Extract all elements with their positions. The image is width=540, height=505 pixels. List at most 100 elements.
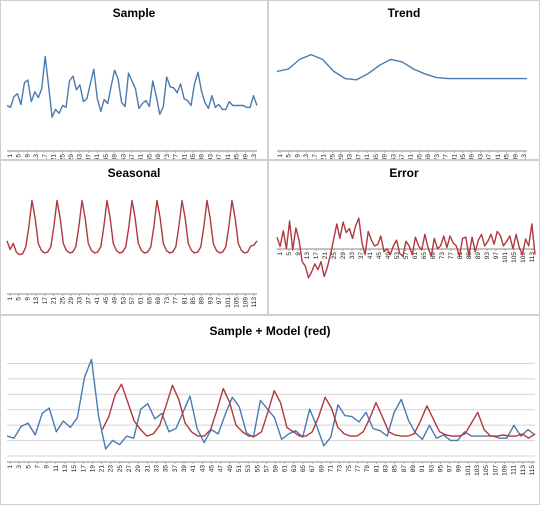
trend-chart: Trend 1 5 9 13 17 21 25 29 33 37 41 45 49 53 57 61 65 69 73… [276, 6, 528, 159]
seasonal-chart: Seasonal 1 5 9 13 17 21 25 29 33 37 41 45 49 53 57 61 65 6… [6, 166, 258, 308]
trend-tick-label: 73 [434, 154, 441, 159]
sample-model-red-tick-label: 45 [208, 465, 215, 473]
trend-tick-label: 29 [338, 154, 345, 159]
seasonal-tick-label: 33 [77, 297, 84, 305]
sample-tick-label: 49 [112, 154, 119, 159]
error-tick-label: 49 [385, 252, 392, 260]
sample-model-red-series-line-0 [6, 358, 536, 450]
error-tick-label: 17 [313, 252, 320, 260]
sample-model-red-tick-label: 29 [135, 465, 142, 473]
seasonal-tick-label: 85 [190, 297, 197, 305]
error-series-line-0 [276, 217, 536, 279]
sample-model-red-tick-label: 83 [382, 465, 389, 473]
error-tick-label: 9 [295, 252, 302, 256]
trend-tick-label: 77 [443, 154, 450, 159]
sample-model-red-tick-label: 101 [465, 465, 472, 476]
error-tick-label: 101 [502, 252, 509, 263]
sample-tick-label: 29 [68, 154, 75, 159]
sample-model-red-tick-label: 17 [80, 465, 87, 473]
error-tick-label: 33 [349, 252, 356, 260]
sample-model-red-tick-label: 97 [447, 465, 454, 473]
trend-tick-label: 37 [355, 154, 362, 159]
sample-model-red-tick-label: 53 [245, 465, 252, 473]
sample-model-red-tick-label: 59 [273, 465, 280, 473]
seasonal-tick-label: 29 [68, 297, 75, 305]
sample-tick-label: 61 [138, 154, 145, 159]
error-tick-label: 81 [457, 252, 464, 260]
sample-tick-label: 105 [234, 154, 241, 159]
seasonal-tick-label: 101 [225, 297, 232, 308]
sample-tick-label: 37 [85, 154, 92, 159]
seasonal-tick-label: 45 [103, 297, 110, 305]
error-tick-label: 113 [529, 252, 536, 263]
seasonal-tick-label: 81 [181, 297, 188, 305]
sample-model-red-tick-label: 81 [373, 465, 380, 473]
seasonal-chart-panel: Seasonal 1 5 9 13 17 21 25 29 33 37 41 45 49 53 57 61 65 6… [0, 160, 268, 315]
error-tick-label: 41 [367, 252, 374, 260]
trend-tick-label: 53 [390, 154, 397, 159]
sample-tick-label: 21 [51, 154, 58, 159]
sample-tick-label: 65 [146, 154, 153, 159]
sample-model-red-tick-label: 95 [437, 465, 444, 473]
sample-model-red-tick-label: 27 [126, 465, 133, 473]
trend-tick-label: 65 [416, 154, 423, 159]
seasonal-tick-label: 37 [85, 297, 92, 305]
trend-tick-label: 5 [286, 154, 293, 158]
error-tick-label: 29 [340, 252, 347, 260]
error-tick-label: 25 [331, 252, 338, 260]
sample-tick-label: 25 [59, 154, 66, 159]
sample-tick-label: 85 [190, 154, 197, 159]
sample-model-red-tick-label: 7 [34, 465, 41, 469]
sample-model-red-tick-label: 107 [492, 465, 499, 476]
sample-model-red-tick-label: 77 [355, 465, 362, 473]
seasonal-tick-label: 21 [51, 297, 58, 305]
error-tick-label: 93 [484, 252, 491, 260]
sample-model-red-tick-label: 85 [392, 465, 399, 473]
trend-tick-label: 93 [477, 154, 484, 159]
sample-model-red-tick-label: 19 [89, 465, 96, 473]
trend-tick-label: 25 [329, 154, 336, 159]
sample-model-red-tick-label: 35 [163, 465, 170, 473]
error-tick-label: 65 [421, 252, 428, 260]
sample-model-red-tick-label: 69 [318, 465, 325, 473]
sample-tick-label: 13 [33, 154, 40, 159]
trend-title: Trend [388, 6, 421, 20]
sample-tick-label: 109 [242, 154, 249, 159]
sample-model-red-title: Sample + Model (red) [209, 324, 330, 338]
seasonal-tick-label: 89 [199, 297, 206, 305]
sample-tick-label: 1 [7, 154, 14, 158]
trend-tick-label: 85 [460, 154, 467, 159]
trend-tick-label: 1 [277, 154, 284, 158]
trend-tick-label: 105 [504, 154, 511, 159]
sample-tick-label: 77 [173, 154, 180, 159]
seasonal-series-line-0 [6, 199, 258, 256]
sample-model-red-tick-label: 55 [254, 465, 261, 473]
error-chart-panel: Error 1 5 9 13 17 21 25 29 33 37 41 45 49 53 57 61 65 69 73… [268, 160, 540, 315]
seasonal-tick-label: 49 [112, 297, 119, 305]
seasonal-tick-label: 5 [16, 297, 23, 301]
sample-model-red-series-line-1 [101, 383, 536, 439]
error-title: Error [389, 166, 419, 180]
trend-tick-label: 113 [521, 154, 528, 159]
trend-chart-panel: Trend 1 5 9 13 17 21 25 29 33 37 41 45 49 53 57 61 65 69 73… [268, 0, 540, 160]
sample-tick-label: 45 [103, 154, 110, 159]
sample-model-red-tick-label: 75 [346, 465, 353, 473]
trend-tick-label: 49 [382, 154, 389, 159]
sample-model-red-tick-label: 31 [144, 465, 151, 473]
seasonal-tick-label: 17 [42, 297, 49, 305]
sample-model-red-tick-label: 3 [16, 465, 23, 469]
sample-model-red-tick-label: 15 [71, 465, 78, 473]
trend-tick-label: 81 [451, 154, 458, 159]
sample-model-red-tick-label: 105 [483, 465, 490, 476]
error-tick-label: 61 [412, 252, 419, 260]
error-tick-label: 57 [403, 252, 410, 260]
error-tick-label: 97 [493, 252, 500, 260]
error-tick-label: 37 [358, 252, 365, 260]
sample-chart-panel: Sample 1 5 9 13 17 21 25 29 33 37 41 45 49 53 57 61 65 69 7… [0, 0, 268, 160]
seasonal-tick-label: 113 [251, 297, 258, 308]
sample-tick-label: 17 [42, 154, 49, 159]
seasonal-tick-label: 13 [33, 297, 40, 305]
sample-tick-label: 53 [120, 154, 127, 159]
error-tick-label: 1 [277, 252, 284, 256]
sample-tick-label: 81 [181, 154, 188, 159]
